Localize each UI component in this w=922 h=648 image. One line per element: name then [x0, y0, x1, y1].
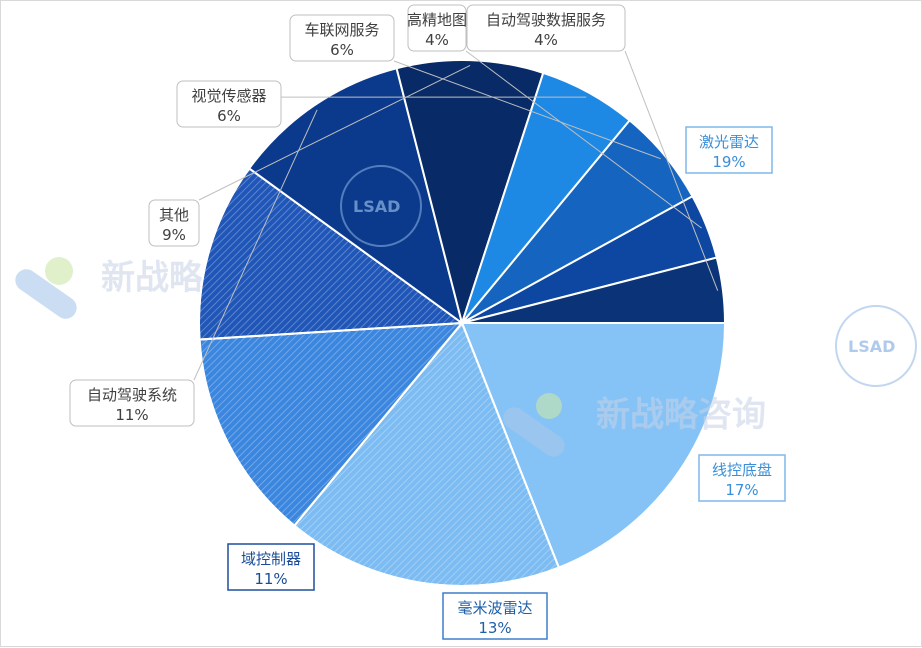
data-label-1: 线控底盘 17% [699, 455, 785, 501]
data-label-2: 毫米波雷达 13% [443, 593, 547, 639]
watermark-dot-icon-2 [536, 393, 562, 419]
data-label-5: 其他 9% [149, 200, 199, 246]
data-label-0: 激光雷达 19% [686, 127, 772, 173]
data-label-name-4: 自动驾驶系统 [87, 386, 177, 404]
data-label-value-9: 4% [534, 31, 558, 49]
data-label-value-5: 9% [162, 226, 186, 244]
watermark-badge-text-2: LSAD [848, 337, 895, 356]
watermark-dot-icon [45, 257, 73, 285]
pie-slices [199, 60, 725, 586]
data-label-8: 高精地图 4% [407, 5, 467, 51]
data-label-name-5: 其他 [159, 206, 189, 224]
data-label-name-1: 线控底盘 [712, 461, 772, 479]
data-label-value-4: 11% [115, 406, 148, 424]
data-label-value-8: 4% [425, 31, 449, 49]
data-label-value-3: 11% [254, 570, 287, 588]
data-label-name-9: 自动驾驶数据服务 [486, 11, 606, 29]
watermark-right: LSAD [836, 306, 916, 386]
data-label-value-0: 19% [712, 153, 745, 171]
data-label-value-7: 6% [330, 41, 354, 59]
data-label-6: 视觉传感器 6% [177, 81, 281, 127]
data-label-name-0: 激光雷达 [699, 133, 759, 151]
watermark-badge-text: LSAD [353, 197, 400, 216]
data-label-7: 车联网服务 6% [290, 15, 394, 61]
watermark-text-center: 新战略咨询 [596, 395, 766, 435]
data-label-9: 自动驾驶数据服务 4% [467, 5, 625, 51]
data-label-name-8: 高精地图 [407, 11, 467, 29]
data-label-value-6: 6% [217, 107, 241, 125]
data-label-name-2: 毫米波雷达 [457, 599, 532, 617]
data-label-4: 自动驾驶系统 11% [70, 380, 194, 426]
data-label-value-2: 13% [478, 619, 511, 637]
data-label-value-1: 17% [725, 481, 758, 499]
data-label-name-7: 车联网服务 [304, 21, 379, 39]
data-label-name-3: 域控制器 [241, 550, 301, 568]
data-label-name-6: 视觉传感器 [191, 87, 266, 105]
data-label-3: 域控制器 11% [228, 544, 314, 590]
